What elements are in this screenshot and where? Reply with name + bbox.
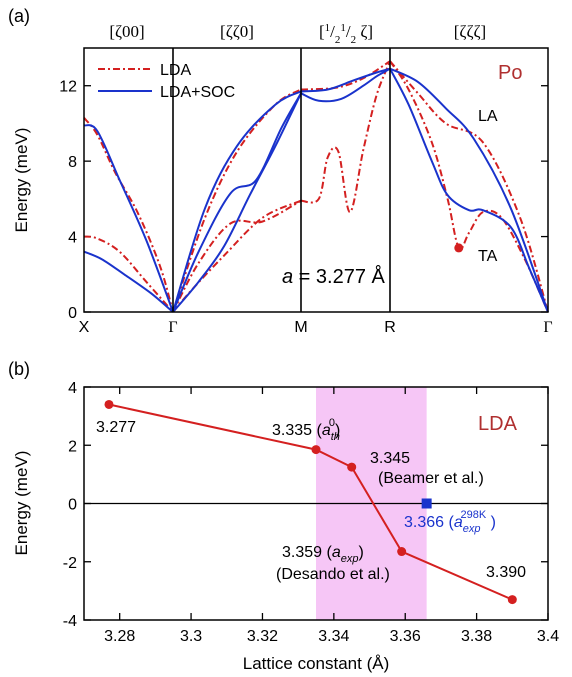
point-label-3335: 3.335 (ath0) [272,417,340,443]
lda-phonon-branch [83,235,174,313]
soc-phonon-branch [172,92,302,313]
high-symmetry-point-label: X [79,319,90,336]
y-tick-label: 4 [68,380,77,397]
point-label-3345-ref: (Beamer et al.) [378,470,484,487]
lattice-energy-point [347,462,357,472]
point-label-3366-exp: 3.366 (aexp298K ) [404,509,496,535]
x-tick-label: 3.36 [390,628,421,645]
panel-a-label: (a) [8,6,30,26]
segment-label-half-half-zeta: [1/21/2 ζ] [319,22,373,46]
y-tick-label: 12 [59,79,77,96]
y-tick-label: 8 [68,154,77,171]
x-tick-label: 3.28 [104,628,135,645]
lda-phonon-branch [172,199,302,313]
segment-label-zeta00: [ζ00] [109,22,144,41]
x-tick-label: 3.38 [461,628,492,645]
lda-phonon-branch [300,60,391,91]
panel-b: (b) -4 -2 0 2 4 3.28 3.3 3.32 3.34 3.36 3.38 3.4 E… [8,359,559,673]
soc-phonon-branch [300,67,391,103]
point-label-3359: 3.359 (aexp) [282,544,364,565]
point-label-3390: 3.390 [486,564,526,581]
y-tick-label: 0 [68,305,77,322]
lda-phonon-branch [83,117,174,313]
x-tick-label: 3.32 [247,628,278,645]
high-symmetry-point-label: M [294,319,307,336]
panel-a-frame [83,47,549,313]
branch-label-la: LA [478,108,498,125]
panel-a: (a) [ζ00] [ζζ0] [1/21/2 ζ] [ζζζ] Energy … [8,6,553,336]
panel-a-y-ticks: 0 4 8 12 [59,79,548,322]
high-symmetry-point-label: Γ [168,319,177,336]
experimental-room-temp-marker [421,498,432,509]
panel-b-x-ticks: 3.28 3.3 3.32 3.34 3.36 3.38 3.4 [104,387,559,645]
segment-label-zetazeta0: [ζζ0] [220,22,254,41]
soc-phonon-branch [83,124,174,313]
high-symmetry-point-label: Γ [543,319,552,336]
lattice-energy-point [397,547,407,557]
branch-label-ta: TA [478,248,498,265]
panel-b-frame [83,386,549,621]
panel-b-label: (b) [8,359,30,379]
element-label-po: Po [498,62,522,84]
panel-b-ylabel: Energy (meV) [12,451,31,556]
point-label-3277: 3.277 [96,419,136,436]
legend-lda-label: LDA [160,62,191,79]
segment-label-zetazetazeta: [ζζζ] [454,22,486,41]
soc-phonon-branch [300,67,391,93]
legend-soc-label: LDA+SOC [160,84,235,101]
lattice-energy-point [311,445,321,455]
y-tick-label: -2 [63,555,77,572]
ta-minimum-marker [454,243,464,253]
y-tick-label: 0 [68,497,77,514]
point-label-3359-ref: (Desando et al.) [276,566,390,583]
lda-phonon-branch [389,60,549,313]
x-tick-label: 3.4 [537,628,559,645]
lattice-annotation: a = 3.277 Å [282,265,386,288]
lda-phonon-branch [300,60,391,214]
panel-b-xlabel: Lattice constant (Å) [243,654,389,673]
panel-a-legend: LDA LDA+SOC [98,62,235,101]
method-label-lda: LDA [478,413,518,435]
high-symmetry-point-label: R [384,319,396,336]
y-tick-label: -4 [63,613,77,630]
panel-b-points [104,399,517,605]
lattice-energy-point [104,399,114,409]
y-tick-label: 4 [68,230,77,247]
soc-phonon-branch [172,90,302,313]
panel-a-high-symmetry-lines [172,48,391,312]
x-tick-label: 3.34 [318,628,349,645]
soc-phonon-branch [172,92,302,313]
x-tick-label: 3.3 [180,628,202,645]
y-tick-label: 2 [68,438,77,455]
soc-phonon-branch [389,67,549,313]
lda-phonon-branch [389,60,549,313]
lattice-energy-point [507,595,517,605]
panel-a-curves [83,60,549,313]
soc-phonon-branch [83,250,174,313]
panel-a-ylabel: Energy (meV) [12,128,31,233]
panel-b-y-ticks: -4 -2 0 2 4 [63,380,548,630]
point-label-3345: 3.345 [370,450,410,467]
soc-phonon-branch [389,68,549,313]
lda-phonon-branch [172,199,302,313]
